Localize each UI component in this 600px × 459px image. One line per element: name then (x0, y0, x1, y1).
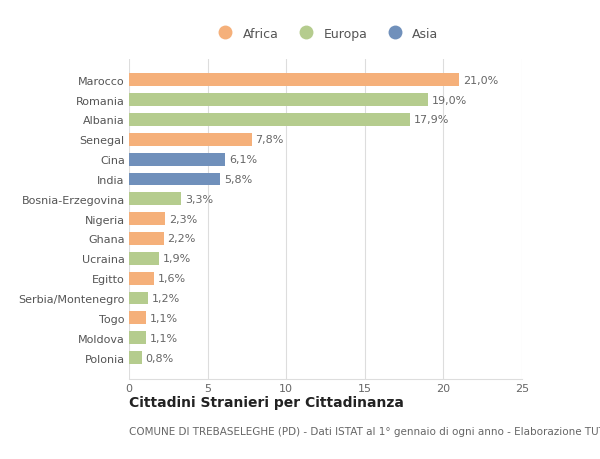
Text: 2,2%: 2,2% (167, 234, 196, 244)
Text: 17,9%: 17,9% (415, 115, 449, 125)
Bar (129, 213, 165, 226)
Bar (129, 312, 146, 325)
Text: 2,3%: 2,3% (169, 214, 197, 224)
Bar (129, 94, 428, 107)
Text: 0,8%: 0,8% (146, 353, 174, 363)
Text: 3,3%: 3,3% (185, 195, 213, 204)
Bar (129, 193, 181, 206)
Text: COMUNE DI TREBASELEGHE (PD) - Dati ISTAT al 1° gennaio di ogni anno - Elaborazio: COMUNE DI TREBASELEGHE (PD) - Dati ISTAT… (129, 426, 600, 436)
Text: 21,0%: 21,0% (463, 76, 499, 85)
Text: 1,1%: 1,1% (150, 313, 178, 323)
Text: 7,8%: 7,8% (256, 135, 284, 145)
Text: 6,1%: 6,1% (229, 155, 257, 165)
Bar (129, 74, 459, 87)
Text: 19,0%: 19,0% (431, 95, 467, 106)
Bar (129, 153, 225, 166)
Bar (129, 292, 148, 305)
Bar (129, 252, 159, 265)
Text: 1,6%: 1,6% (158, 274, 186, 284)
Text: 1,2%: 1,2% (152, 293, 180, 303)
Bar (129, 173, 220, 186)
Text: 5,8%: 5,8% (224, 174, 253, 185)
Text: 1,9%: 1,9% (163, 254, 191, 264)
Legend: Africa, Europa, Asia: Africa, Europa, Asia (212, 28, 439, 40)
Bar (129, 331, 146, 344)
Bar (129, 134, 251, 146)
Bar (129, 351, 142, 364)
Text: Cittadini Stranieri per Cittadinanza: Cittadini Stranieri per Cittadinanza (129, 395, 404, 409)
Bar (129, 272, 154, 285)
Bar (129, 114, 410, 127)
Text: 1,1%: 1,1% (150, 333, 178, 343)
Bar (129, 233, 164, 246)
